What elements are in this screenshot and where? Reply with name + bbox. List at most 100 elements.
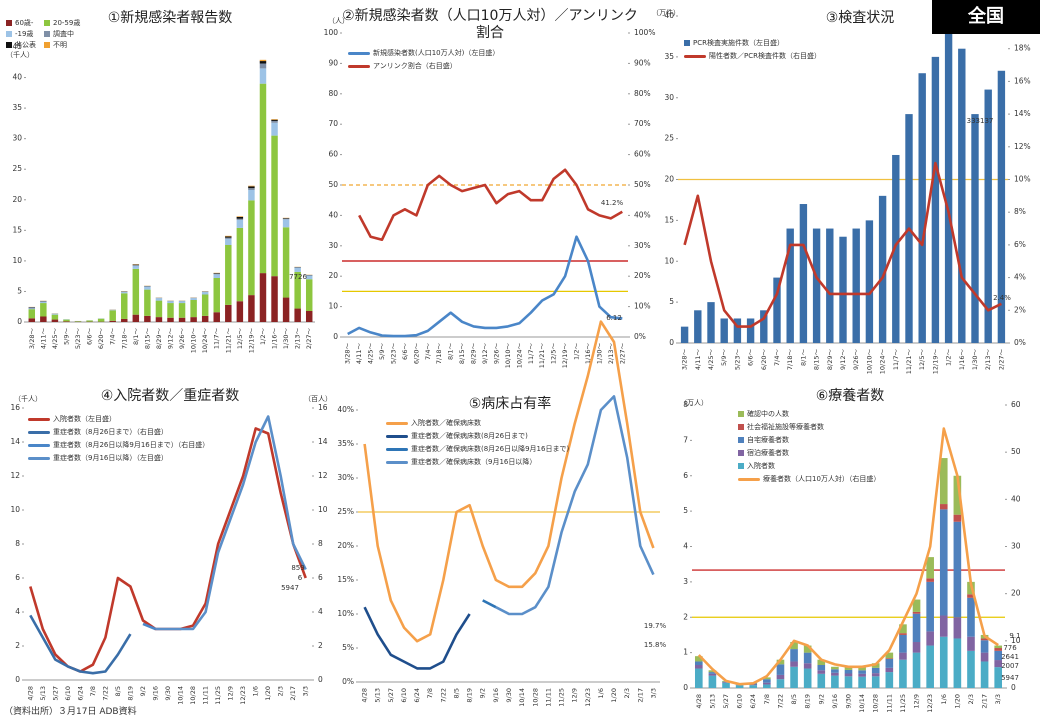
x-tick-label: 8/5	[114, 686, 122, 696]
bar	[733, 318, 742, 343]
bar	[259, 61, 267, 64]
legend-swatch	[386, 421, 408, 425]
legend-swatch	[28, 430, 50, 434]
bar	[225, 237, 232, 239]
legend-label: 宿泊療養者数	[747, 449, 789, 457]
bar	[812, 228, 821, 343]
y-tick-label: 5%	[342, 643, 354, 652]
badge: 全国	[932, 0, 1040, 34]
bar	[155, 300, 163, 318]
y2-tick-label: 0	[1011, 683, 1016, 692]
x-tick-label: 8/15～	[813, 349, 821, 371]
legend-item: 確認中の人数	[738, 409, 880, 419]
bar	[926, 557, 934, 579]
y-tick-label: 80	[328, 89, 338, 98]
legend-swatch	[738, 411, 744, 417]
bar	[899, 624, 907, 634]
y2-tick-label: 8%	[1014, 207, 1026, 216]
x-tick-label: 9/30	[164, 686, 172, 701]
legend-item: 20-59歳	[44, 18, 80, 28]
legend-swatch	[738, 450, 744, 456]
bar	[899, 633, 907, 635]
x-tick-label: 8/5	[790, 694, 798, 704]
bar	[790, 642, 798, 650]
bar	[871, 676, 880, 688]
y-tick-label: 90	[328, 58, 338, 67]
x-tick-label: 12/19～	[931, 349, 939, 375]
y2-tick-label: 4%	[1014, 273, 1026, 282]
x-tick-label: 10/24～	[879, 349, 887, 375]
bar	[109, 320, 116, 322]
legend-label: 入院者数／確保病床数	[411, 419, 481, 427]
y-tick-label: 30	[12, 134, 22, 143]
legend-item: 社会福祉施設等療養者数	[738, 422, 880, 432]
chart-title: ⑤病床占有率	[468, 396, 552, 412]
y-tick-label: 30	[328, 241, 338, 250]
bar	[282, 219, 290, 228]
y-tick-label: 25	[664, 134, 674, 143]
y2-tick-label: 80%	[634, 89, 651, 98]
legend-item: 非公表	[6, 40, 36, 50]
x-tick-label: 2/27～	[618, 343, 626, 365]
annotation: 2641	[1001, 653, 1019, 661]
y2-tick-label: 8	[318, 539, 323, 548]
legend-swatch	[28, 443, 50, 447]
bar	[132, 265, 140, 269]
bar	[790, 649, 798, 662]
bar	[885, 672, 894, 688]
x-tick-label: 12/19～	[561, 343, 569, 369]
legend-label: 調査中	[53, 30, 74, 38]
bar	[773, 277, 781, 343]
legend-label: 不明	[53, 41, 67, 49]
y-tick-label: 45	[12, 42, 22, 51]
x-tick-label: 5/13	[708, 694, 716, 709]
bar	[763, 684, 771, 688]
x-tick-label: 7/8	[89, 686, 97, 696]
y-axis-label: （千人）	[6, 51, 34, 59]
x-tick-label: 9/26～	[852, 349, 860, 371]
x-tick-label: 1/6	[940, 694, 948, 704]
x-tick-label: 6/10	[736, 694, 744, 709]
y-tick-label: 10	[12, 256, 22, 265]
line-series	[683, 161, 1002, 328]
x-tick-label: 10/24～	[515, 343, 523, 369]
annotation: 859	[291, 564, 304, 572]
bar	[763, 682, 771, 685]
y-axis-label: （人）	[328, 17, 349, 25]
y2-tick-label: 0	[318, 675, 323, 684]
y-tick-label: 20	[664, 175, 674, 184]
x-tick-label: 1/2～	[945, 349, 953, 366]
x-tick-label: 3/3	[994, 694, 1002, 704]
bar	[178, 317, 186, 322]
bar	[939, 458, 948, 505]
bar	[899, 634, 907, 653]
legend-label: 重症者数／確保病床数(8月26日まで)	[411, 432, 528, 440]
bar	[225, 238, 232, 245]
line-series	[142, 622, 156, 631]
line-series	[29, 614, 132, 675]
x-tick-label: 1/2～	[573, 343, 581, 360]
x-tick-label: 8/15～	[458, 343, 466, 365]
line-series	[29, 427, 307, 673]
legend-label: 陽性者数／PCR検査件数（右目盛）	[709, 52, 821, 60]
x-tick-label: 9/2	[479, 688, 487, 698]
x-tick-label: 7/18～	[435, 343, 443, 365]
y2-tick-label: 40	[1011, 494, 1021, 503]
y-tick-label: 10	[664, 256, 674, 265]
y-tick-label: 6	[683, 471, 688, 480]
legend-item: 重症者数／確保病床数(8月26日以降9月16日まで)	[386, 444, 569, 454]
x-tick-label: 12/23	[584, 688, 592, 707]
bar	[74, 321, 82, 322]
bar	[931, 56, 940, 343]
line-series	[697, 427, 999, 686]
x-tick-label: 6/20～	[760, 349, 768, 371]
annotation: 9.1	[1009, 632, 1020, 640]
y2-tick-label: 16%	[1014, 76, 1031, 85]
y-tick-label: 5	[669, 297, 674, 306]
annotation: 7726	[289, 273, 307, 281]
x-tick-label: 10/14	[518, 688, 526, 707]
legend-item: 自宅療養者数	[738, 435, 880, 445]
bar	[132, 265, 140, 266]
bar	[282, 218, 290, 219]
bar	[926, 631, 934, 646]
